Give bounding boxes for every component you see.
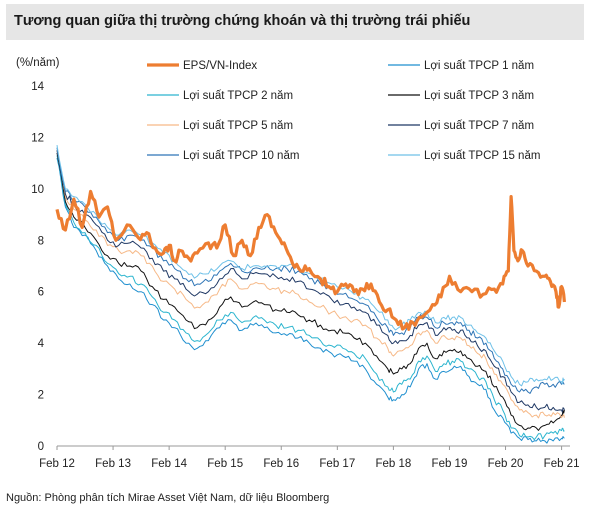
x-tick-label: Feb 14 [151, 458, 187, 470]
series-line [56, 150, 565, 419]
series-lines [55, 145, 566, 444]
y-tick-label: 12 [31, 132, 44, 144]
series-line [56, 150, 565, 413]
x-axis-ticks: Feb 12 Feb 13 Feb 14 Feb 15 Feb 16 Feb 17 Feb … [39, 446, 579, 470]
y-tick-label: 4 [38, 338, 45, 350]
x-tick-label: Feb 19 [432, 458, 468, 470]
legend-label: Lợi suất TPCP 1 năm [424, 60, 534, 72]
y-tick-label: 6 [38, 287, 44, 299]
legend-label: Lợi suất TPCP 3 năm [424, 90, 534, 102]
series-line [55, 189, 566, 331]
x-tick-label: Feb 15 [207, 458, 243, 470]
series-line [56, 145, 565, 387]
legend-label: EPS/VN-Index [183, 60, 257, 72]
y-axis-ticks: 0 2 4 6 8 10 12 14 [31, 81, 44, 453]
x-tick-label: Feb 20 [488, 458, 524, 470]
chart-title: Tương quan giữa thị trường chứng khoán v… [14, 13, 471, 29]
legend-label: Lợi suất TPCP 7 năm [424, 120, 534, 132]
legend-label: Lợi suất TPCP 2 năm [183, 90, 293, 102]
legend-label: Lợi suất TPCP 15 năm [424, 150, 540, 162]
y-tick-label: 8 [38, 235, 44, 247]
legend-label: Lợi suất TPCP 10 năm [183, 150, 299, 162]
legend-label: Lợi suất TPCP 5 năm [183, 120, 293, 132]
x-tick-label: Feb 21 [544, 458, 580, 470]
series-line [56, 155, 565, 441]
y-tick-label: 10 [31, 184, 44, 196]
series-line [56, 147, 565, 394]
y-tick-label: 2 [38, 390, 44, 402]
y-axis-label: (%/năm) [16, 57, 60, 69]
series-line [56, 152, 565, 431]
y-tick-label: 14 [31, 81, 44, 93]
x-tick-label: Feb 13 [95, 458, 131, 470]
source-note: Nguồn: Phòng phân tích Mirae Asset Việt … [6, 492, 330, 504]
title-bar: Tương quan giữa thị trường chứng khoán v… [6, 4, 584, 40]
y-tick-label: 0 [38, 441, 44, 453]
x-tick-label: Feb 12 [39, 458, 75, 470]
series-line [56, 157, 565, 444]
legend: EPS/VN-Index Lợi suất TPCP 1 năm Lợi suất … [147, 60, 540, 162]
x-tick-label: Feb 18 [375, 458, 411, 470]
x-tick-label: Feb 17 [319, 458, 355, 470]
x-tick-label: Feb 16 [263, 458, 299, 470]
